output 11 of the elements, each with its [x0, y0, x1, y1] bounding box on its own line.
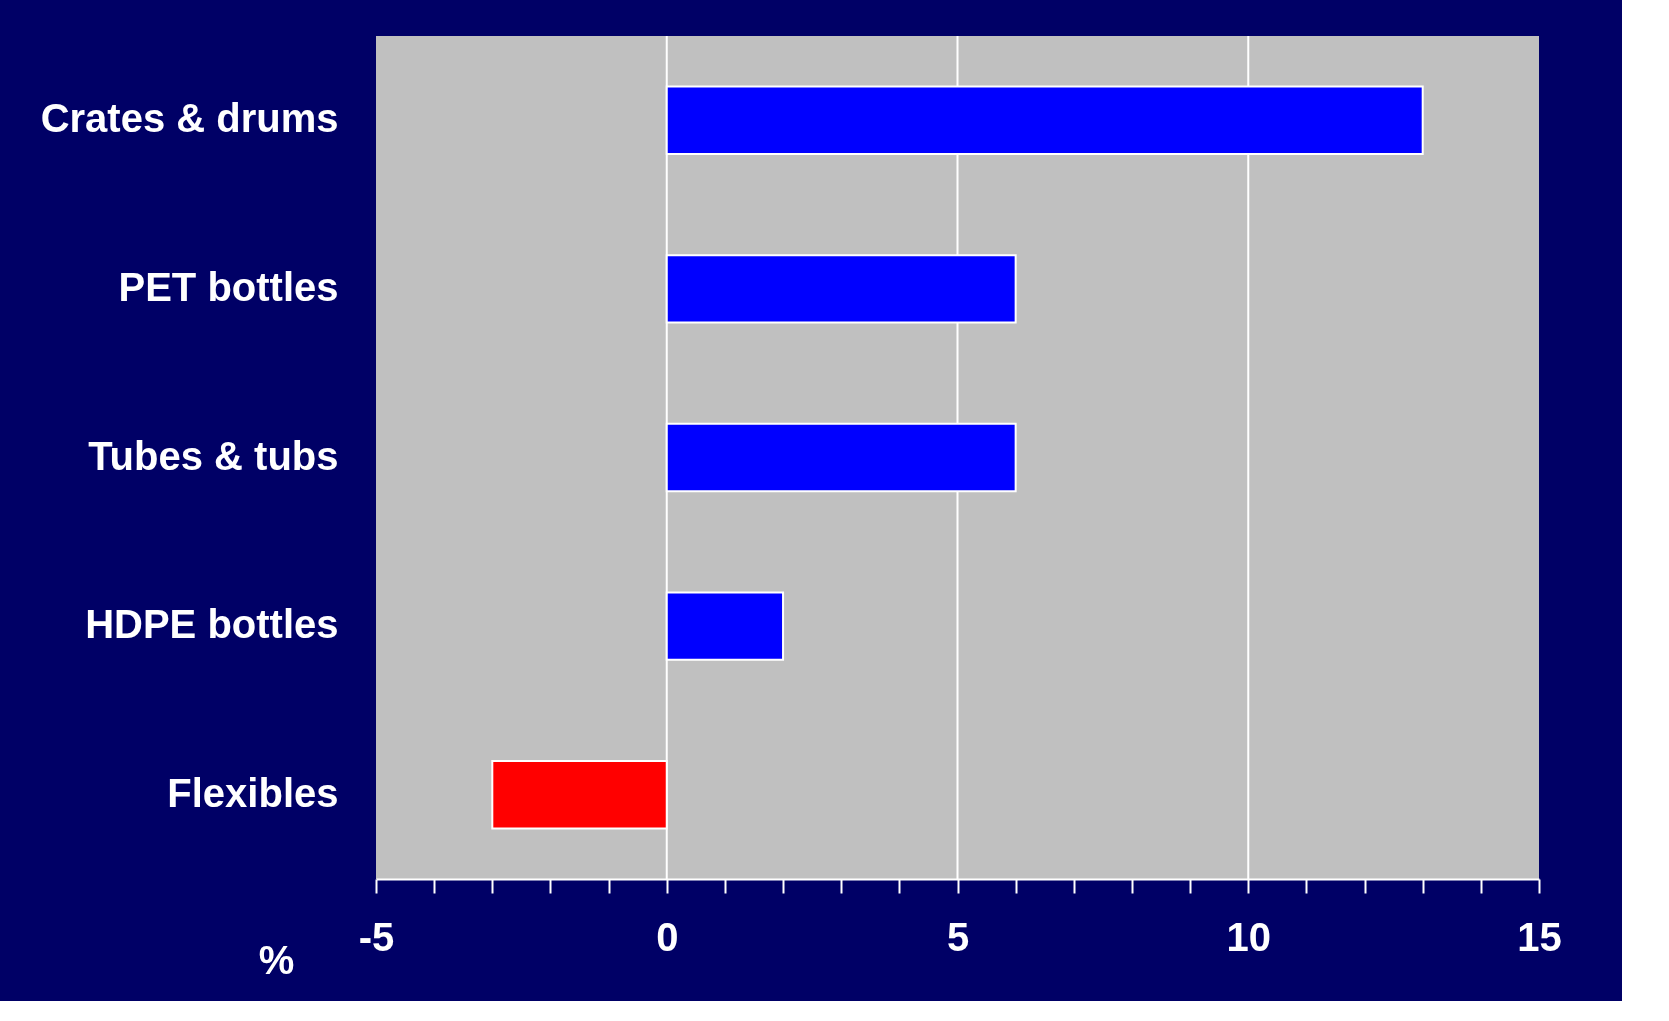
x-tick-label: 0 — [656, 914, 679, 959]
x-axis-title: % — [258, 937, 295, 982]
y-tick-label: Tubes & tubs — [88, 433, 339, 478]
x-tick-label: -5 — [358, 914, 395, 959]
y-tick-label: Crates & drums — [40, 96, 339, 141]
y-tick-label: PET bottles — [118, 264, 339, 309]
x-tick-label: 15 — [1517, 914, 1562, 959]
y-tick-label: Flexibles — [167, 770, 339, 815]
x-tick-label: 10 — [1226, 914, 1271, 959]
x-tick-label: 5 — [946, 914, 970, 959]
y-tick-label: HDPE bottles — [85, 602, 339, 647]
